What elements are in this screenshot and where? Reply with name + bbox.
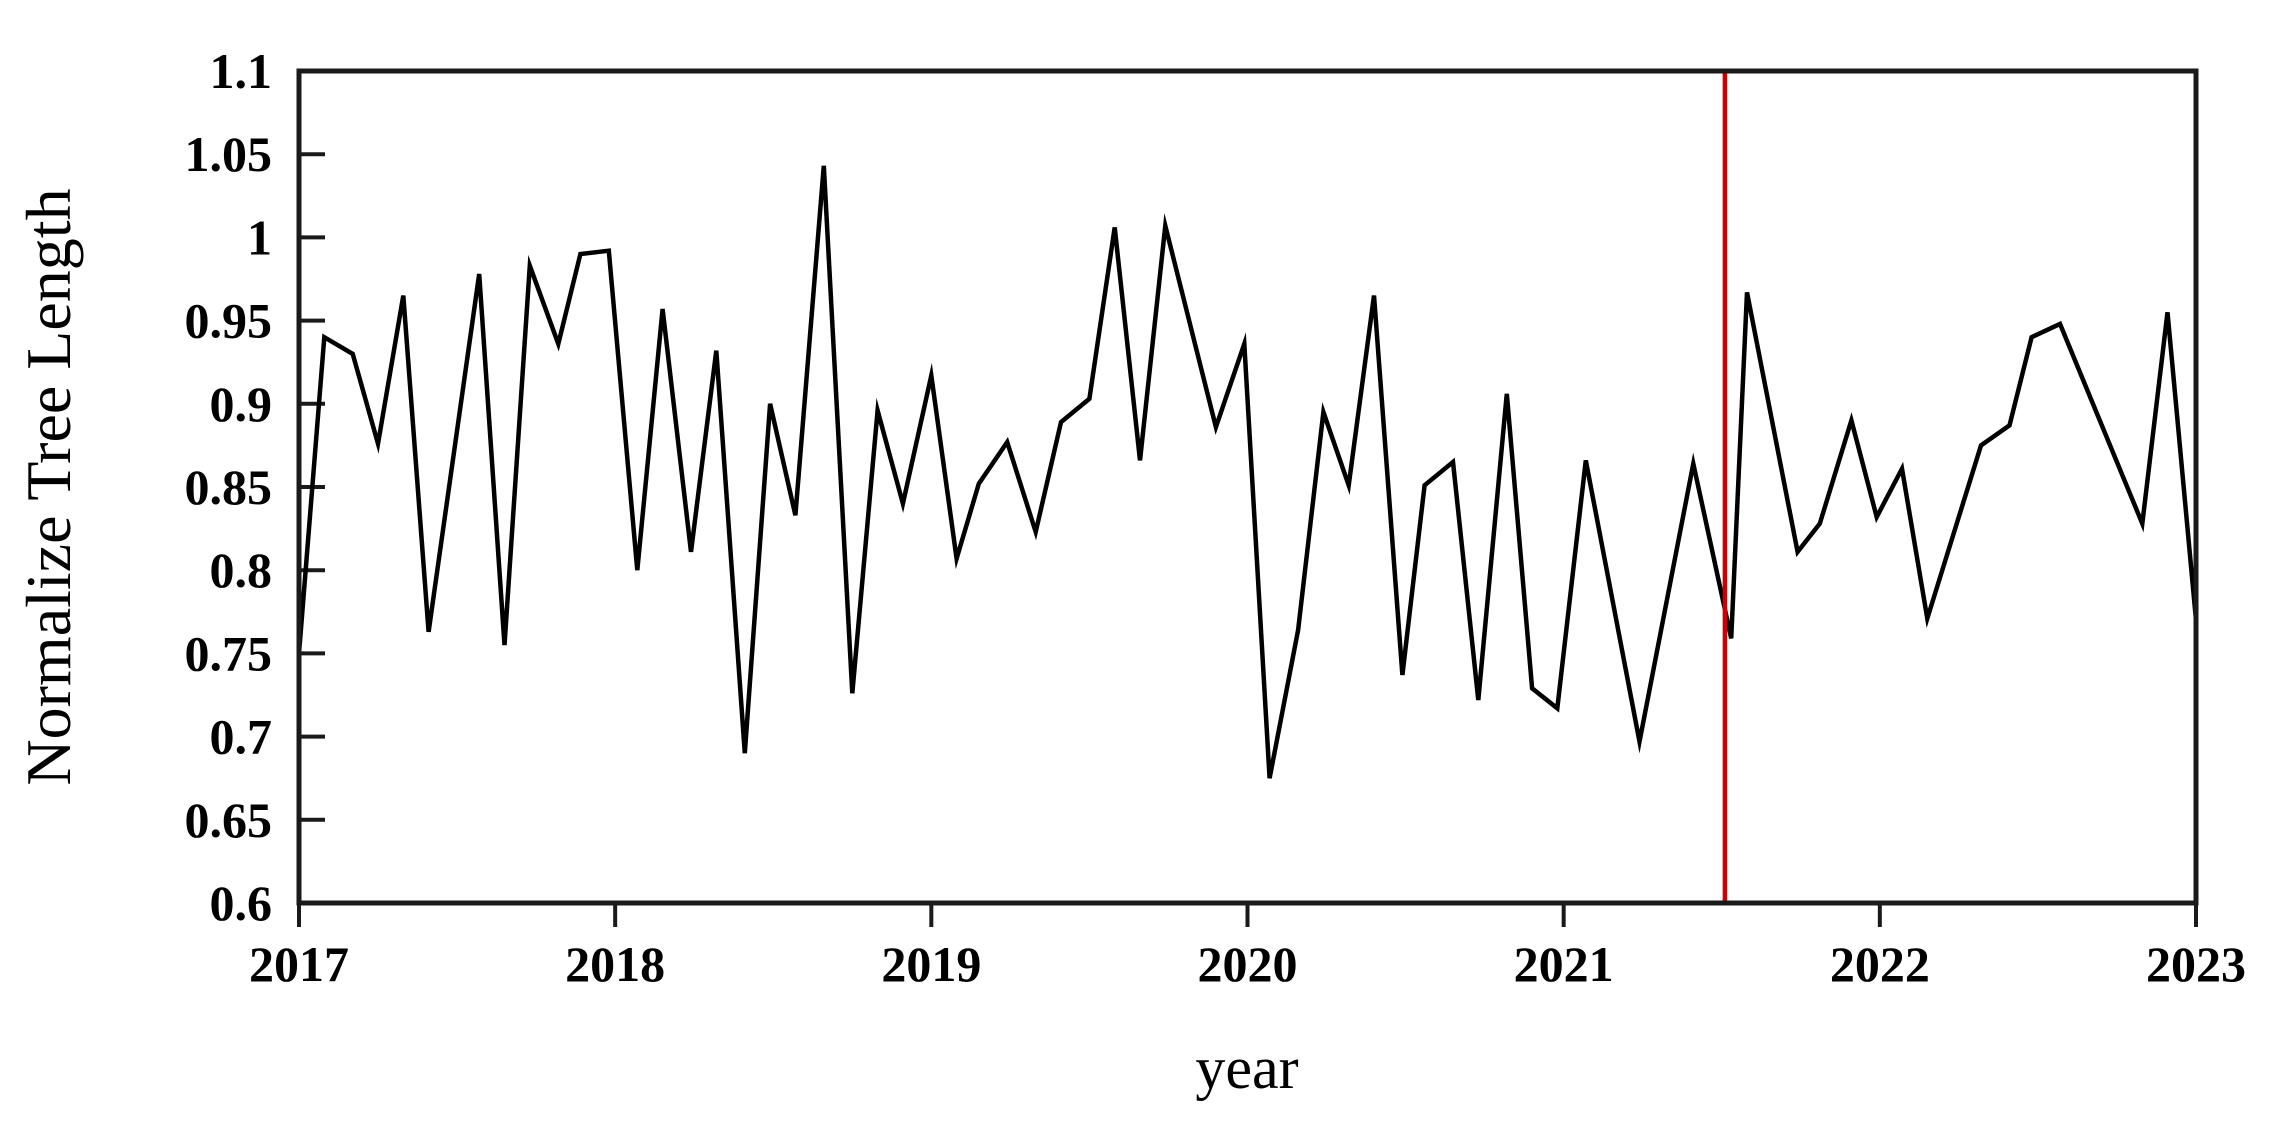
y-axis-title: Normalize Tree Length (13, 188, 84, 785)
x-tick-label: 2018 (565, 936, 665, 992)
y-tick-label: 0.65 (185, 792, 273, 848)
y-tick-label: 0.75 (185, 625, 273, 681)
y-tick-label: 1.1 (210, 43, 273, 99)
y-tick-label: 1.05 (185, 126, 273, 182)
x-tick-label: 2020 (1198, 936, 1298, 992)
y-tick-label: 0.7 (210, 709, 273, 765)
data-line (296, 165, 2199, 779)
y-tick-label: 0.95 (185, 293, 273, 349)
x-tick-label: 2019 (881, 936, 981, 992)
x-tick-label: 2021 (1514, 936, 1614, 992)
y-tick-label: 0.8 (210, 542, 273, 598)
y-tick-label: 0.9 (210, 376, 273, 432)
x-tick-label: 2022 (1830, 936, 1930, 992)
plot-frame (296, 68, 2199, 906)
x-axis-title: year (1195, 1035, 1298, 1101)
x-tick-label: 2017 (249, 936, 349, 992)
y-tick-label: 0.85 (185, 459, 273, 515)
y-tick-label: 1 (247, 209, 272, 265)
x-tick-label: 2023 (2146, 936, 2246, 992)
y-tick-label: 0.6 (210, 875, 273, 931)
